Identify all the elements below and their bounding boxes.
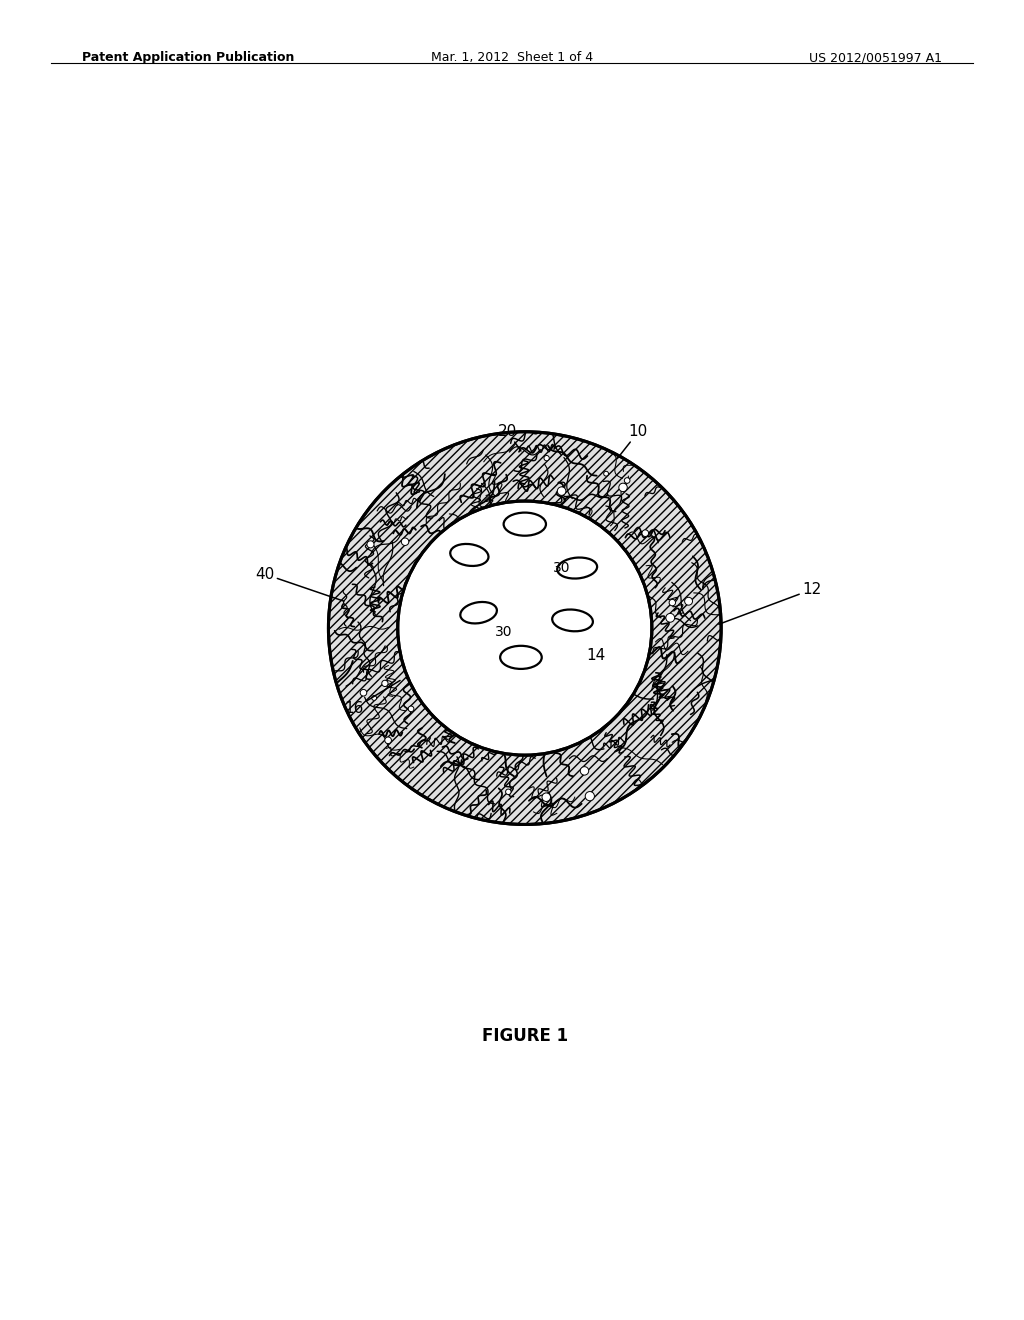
Circle shape — [542, 793, 551, 801]
Circle shape — [329, 432, 721, 825]
Ellipse shape — [557, 557, 597, 578]
Circle shape — [385, 737, 391, 743]
Circle shape — [367, 541, 374, 548]
Circle shape — [666, 614, 675, 622]
Text: 16: 16 — [344, 681, 400, 717]
Circle shape — [506, 789, 511, 795]
Circle shape — [618, 483, 628, 491]
Text: US 2012/0051997 A1: US 2012/0051997 A1 — [809, 51, 942, 65]
Circle shape — [685, 597, 692, 605]
Circle shape — [372, 696, 377, 701]
Circle shape — [397, 502, 652, 755]
Ellipse shape — [500, 645, 542, 669]
Text: 40: 40 — [255, 566, 344, 601]
Text: 10: 10 — [617, 424, 648, 459]
Circle shape — [409, 706, 414, 711]
Ellipse shape — [504, 512, 546, 536]
Text: FIGURE 1: FIGURE 1 — [481, 1027, 568, 1045]
Circle shape — [642, 529, 648, 536]
Text: 20: 20 — [498, 424, 521, 451]
Text: 14: 14 — [587, 648, 605, 663]
Circle shape — [557, 487, 566, 495]
Circle shape — [581, 767, 589, 775]
Circle shape — [329, 432, 721, 825]
Text: 30: 30 — [553, 561, 570, 576]
Ellipse shape — [461, 602, 497, 623]
Circle shape — [360, 689, 367, 696]
Text: 12: 12 — [719, 582, 821, 624]
Circle shape — [669, 599, 676, 606]
Circle shape — [544, 455, 549, 461]
Ellipse shape — [552, 610, 593, 631]
Ellipse shape — [451, 544, 488, 566]
Circle shape — [604, 471, 608, 477]
Circle shape — [401, 539, 409, 545]
Circle shape — [586, 792, 594, 801]
Text: Patent Application Publication: Patent Application Publication — [82, 51, 294, 65]
Text: Mar. 1, 2012  Sheet 1 of 4: Mar. 1, 2012 Sheet 1 of 4 — [431, 51, 593, 65]
Text: 30: 30 — [495, 624, 512, 639]
Circle shape — [625, 478, 630, 483]
Circle shape — [382, 680, 388, 686]
